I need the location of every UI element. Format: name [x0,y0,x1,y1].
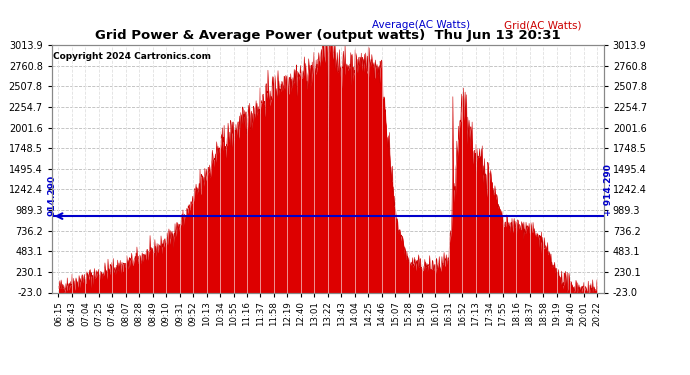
Text: Grid(AC Watts): Grid(AC Watts) [504,20,582,30]
Text: + 914.290: + 914.290 [604,164,613,216]
Text: 914.290: 914.290 [48,175,57,216]
Text: Copyright 2024 Cartronics.com: Copyright 2024 Cartronics.com [53,53,211,62]
Text: Average(AC Watts): Average(AC Watts) [372,20,470,30]
Title: Grid Power & Average Power (output watts)  Thu Jun 13 20:31: Grid Power & Average Power (output watts… [95,30,560,42]
